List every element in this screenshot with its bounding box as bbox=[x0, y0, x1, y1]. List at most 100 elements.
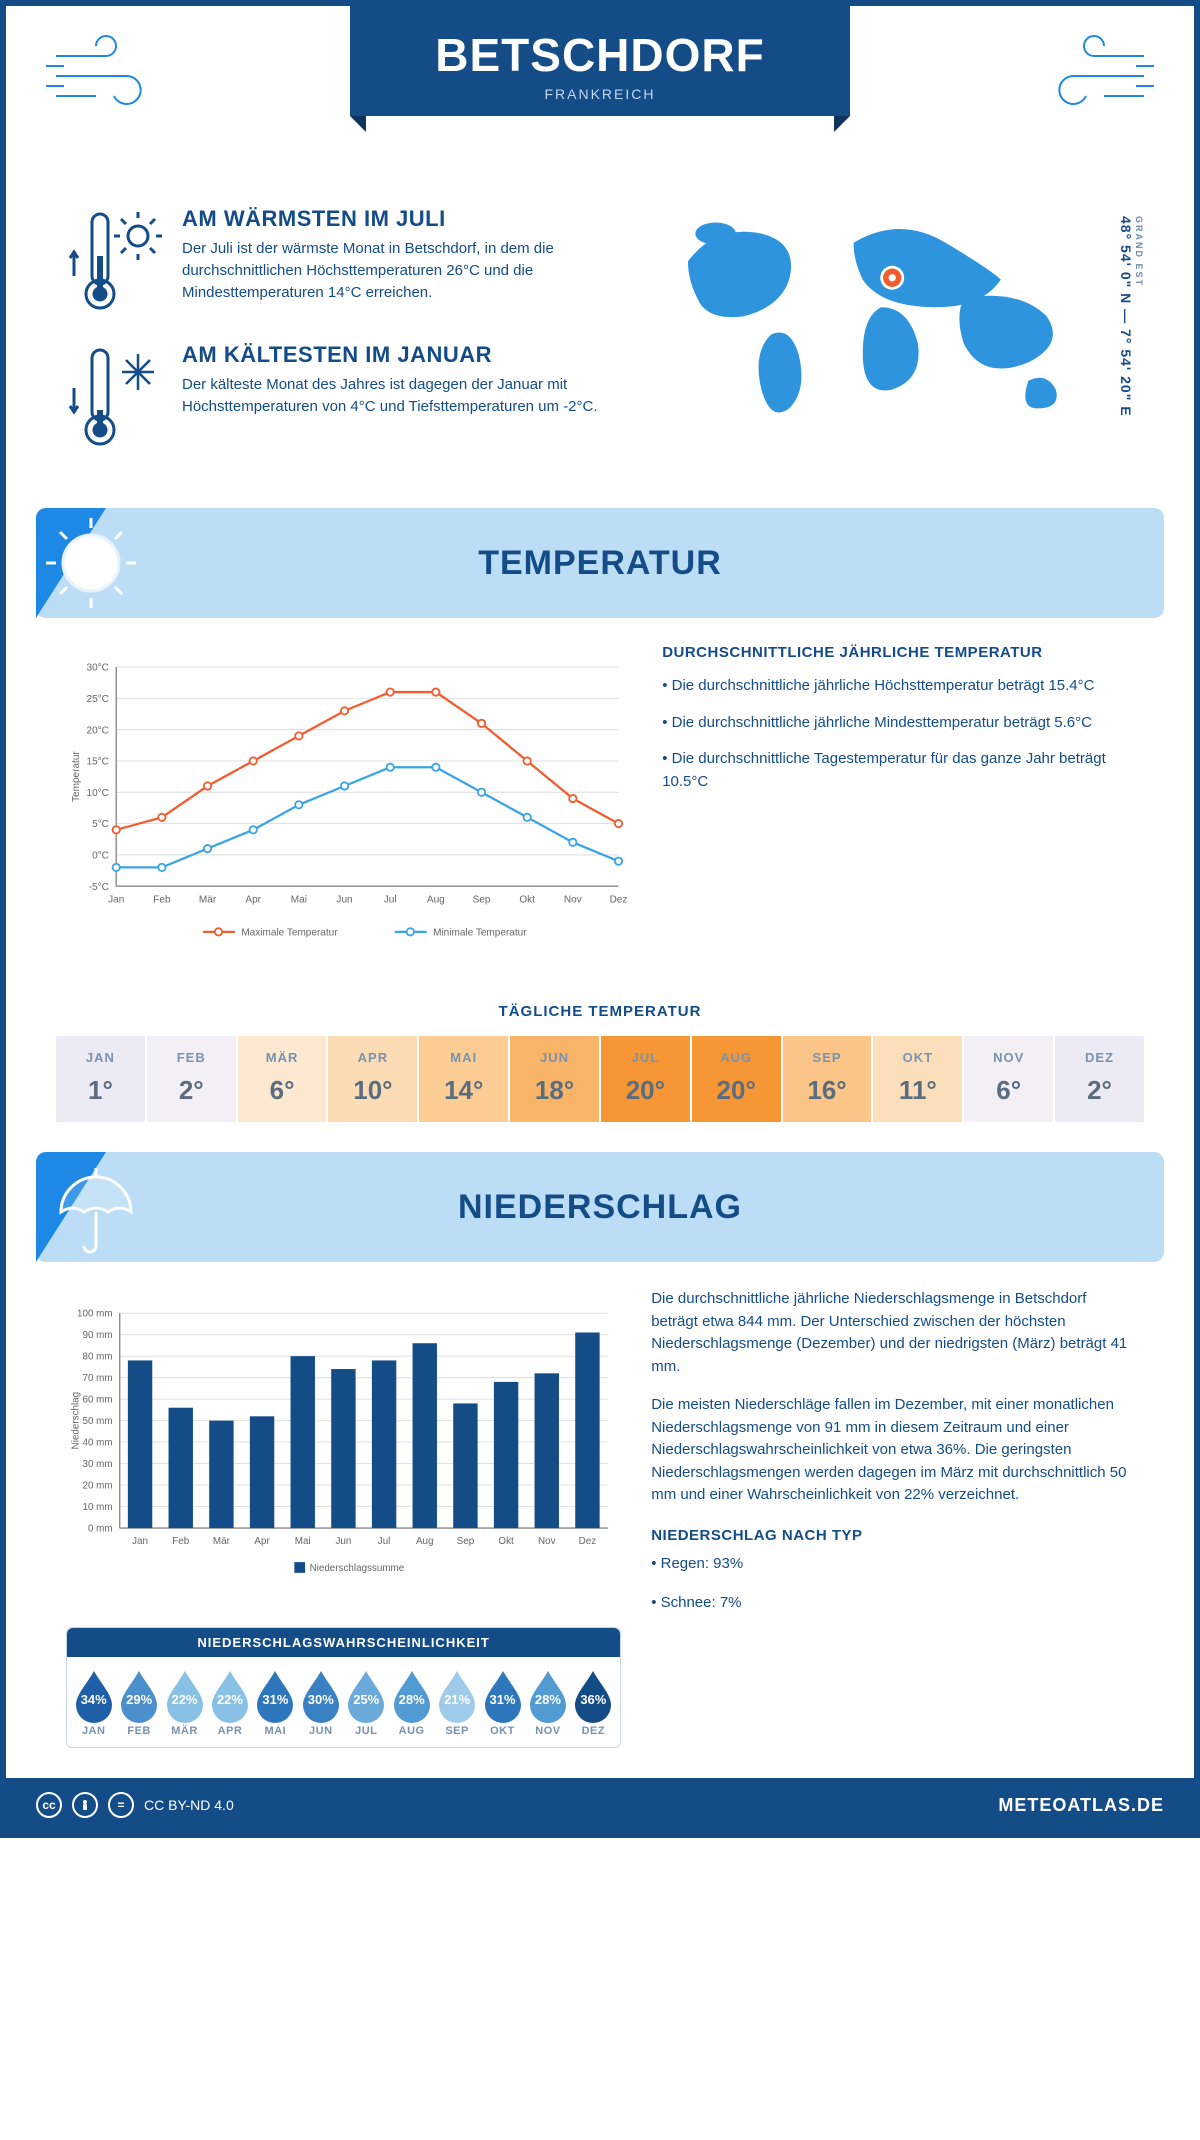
fact-warmest: AM WÄRMSTEN IM JULI Der Juli ist der wär… bbox=[66, 206, 598, 316]
svg-text:Jan: Jan bbox=[108, 895, 124, 906]
site-name: METEOATLAS.DE bbox=[998, 1795, 1164, 1816]
title-banner: BETSCHDORF FRANKREICH bbox=[350, 6, 850, 116]
daily-cell: APR10° bbox=[328, 1036, 419, 1122]
nd-icon: = bbox=[108, 1792, 134, 1818]
svg-text:Okt: Okt bbox=[519, 895, 535, 906]
svg-text:Feb: Feb bbox=[153, 895, 171, 906]
svg-text:30 mm: 30 mm bbox=[82, 1459, 112, 1470]
svg-text:0 mm: 0 mm bbox=[88, 1524, 113, 1535]
svg-text:Sep: Sep bbox=[473, 895, 491, 906]
by-icon bbox=[72, 1792, 98, 1818]
svg-text:Nov: Nov bbox=[564, 895, 582, 906]
svg-text:Jul: Jul bbox=[378, 1536, 391, 1547]
daily-cell: JAN1° bbox=[56, 1036, 147, 1122]
temperature-line-chart: -5°C0°C5°C10°C15°C20°C25°C30°CJanFebMärA… bbox=[66, 644, 632, 969]
daily-cell: OKT11° bbox=[873, 1036, 964, 1122]
wind-icon bbox=[46, 26, 176, 126]
temp-bullet-2: • Die durchschnittliche jährliche Mindes… bbox=[662, 712, 1134, 735]
svg-text:Jun: Jun bbox=[336, 895, 352, 906]
svg-text:Niederschlag: Niederschlag bbox=[71, 1392, 82, 1449]
license-block: cc = CC BY-ND 4.0 bbox=[36, 1792, 234, 1818]
probability-drop: 28% bbox=[390, 1667, 434, 1723]
svg-text:Okt: Okt bbox=[498, 1536, 514, 1547]
coords-value: 48° 54' 0" N — 7° 54' 20" E bbox=[1118, 216, 1134, 417]
svg-text:Dez: Dez bbox=[610, 895, 628, 906]
wind-icon bbox=[1024, 26, 1154, 126]
prob-month-label: MÄR bbox=[163, 1725, 207, 1737]
sun-icon bbox=[36, 508, 186, 618]
coordinates: GRAND EST 48° 54' 0" N — 7° 54' 20" E bbox=[1118, 216, 1144, 417]
svg-text:Mär: Mär bbox=[199, 895, 217, 906]
daily-cell: FEB2° bbox=[147, 1036, 238, 1122]
svg-text:Mai: Mai bbox=[291, 895, 307, 906]
daily-cell: SEP16° bbox=[783, 1036, 874, 1122]
intro-section: AM WÄRMSTEN IM JULI Der Juli ist der wär… bbox=[6, 186, 1194, 488]
svg-text:40 mm: 40 mm bbox=[82, 1438, 112, 1449]
fact-coldest: AM KÄLTESTEN IM JANUAR Der kälteste Mona… bbox=[66, 342, 598, 452]
country-subtitle: FRANKREICH bbox=[370, 86, 830, 102]
world-map-icon bbox=[628, 206, 1134, 436]
daily-cell: MAI14° bbox=[419, 1036, 510, 1122]
prob-month-label: OKT bbox=[481, 1725, 525, 1737]
prob-month-label: DEZ bbox=[571, 1725, 615, 1737]
thermometer-hot-icon bbox=[66, 206, 166, 316]
fact-warm-text: Der Juli ist der wärmste Monat in Betsch… bbox=[182, 238, 598, 303]
precip-body: 0 mm10 mm20 mm30 mm40 mm50 mm60 mm70 mm8… bbox=[6, 1288, 1194, 1758]
svg-text:30°C: 30°C bbox=[86, 663, 108, 674]
probability-drop: 25% bbox=[344, 1667, 388, 1723]
probability-drop: 28% bbox=[526, 1667, 570, 1723]
cc-icon: cc bbox=[36, 1792, 62, 1818]
precip-type-snow: • Schnee: 7% bbox=[651, 1592, 1134, 1615]
prob-month-label: FEB bbox=[117, 1725, 161, 1737]
header: BETSCHDORF FRANKREICH bbox=[6, 6, 1194, 186]
prob-month-label: APR bbox=[208, 1725, 252, 1737]
section-banner-temperature: TEMPERATUR bbox=[36, 508, 1164, 618]
daily-cell: JUN18° bbox=[510, 1036, 601, 1122]
svg-text:20°C: 20°C bbox=[86, 725, 108, 736]
probability-drop: 34% bbox=[72, 1667, 116, 1723]
svg-text:Jun: Jun bbox=[335, 1536, 351, 1547]
precip-text: Die durchschnittliche jährliche Niedersc… bbox=[651, 1288, 1134, 1748]
daily-cell: JUL20° bbox=[601, 1036, 692, 1122]
svg-text:Aug: Aug bbox=[416, 1536, 434, 1547]
daily-temp-title: TÄGLICHE TEMPERATUR bbox=[6, 1003, 1194, 1020]
temperature-body: -5°C0°C5°C10°C15°C20°C25°C30°CJanFebMärA… bbox=[6, 644, 1194, 969]
svg-text:Niederschlagssumme: Niederschlagssumme bbox=[310, 1563, 405, 1574]
svg-text:Apr: Apr bbox=[254, 1536, 270, 1547]
temperature-summary: DURCHSCHNITTLICHE JÄHRLICHE TEMPERATUR •… bbox=[662, 644, 1134, 969]
license-text: CC BY-ND 4.0 bbox=[144, 1797, 234, 1813]
probability-drop: 36% bbox=[571, 1667, 615, 1723]
precip-bar-chart: 0 mm10 mm20 mm30 mm40 mm50 mm60 mm70 mm8… bbox=[66, 1288, 621, 1598]
svg-text:50 mm: 50 mm bbox=[82, 1416, 112, 1427]
thermometer-cold-icon bbox=[66, 342, 166, 452]
prob-month-label: SEP bbox=[435, 1725, 479, 1737]
fact-cold-title: AM KÄLTESTEN IM JANUAR bbox=[182, 342, 598, 368]
daily-cell: NOV6° bbox=[964, 1036, 1055, 1122]
svg-text:Mai: Mai bbox=[295, 1536, 311, 1547]
precip-type-heading: NIEDERSCHLAG NACH TYP bbox=[651, 1525, 1134, 1548]
precip-type-rain: • Regen: 93% bbox=[651, 1553, 1134, 1576]
svg-text:Sep: Sep bbox=[457, 1536, 475, 1547]
svg-text:Temperatur: Temperatur bbox=[71, 751, 82, 802]
svg-text:Dez: Dez bbox=[579, 1536, 597, 1547]
temp-bullet-1: • Die durchschnittliche jährliche Höchst… bbox=[662, 675, 1134, 698]
temp-bullet-3: • Die durchschnittliche Tagestemperatur … bbox=[662, 748, 1134, 793]
svg-text:20 mm: 20 mm bbox=[82, 1481, 112, 1492]
precip-left-column: 0 mm10 mm20 mm30 mm40 mm50 mm60 mm70 mm8… bbox=[66, 1288, 621, 1748]
svg-text:90 mm: 90 mm bbox=[82, 1330, 112, 1341]
prob-month-label: JUN bbox=[299, 1725, 343, 1737]
svg-text:5°C: 5°C bbox=[92, 819, 109, 830]
svg-text:100 mm: 100 mm bbox=[77, 1309, 113, 1320]
prob-months-row: JANFEBMÄRAPRMAIJUNJULAUGSEPOKTNOVDEZ bbox=[67, 1723, 620, 1739]
svg-text:80 mm: 80 mm bbox=[82, 1352, 112, 1363]
prob-month-label: JUL bbox=[344, 1725, 388, 1737]
prob-month-label: AUG bbox=[390, 1725, 434, 1737]
svg-text:60 mm: 60 mm bbox=[82, 1395, 112, 1406]
svg-text:-5°C: -5°C bbox=[89, 882, 109, 893]
probability-drop: 21% bbox=[435, 1667, 479, 1723]
footer: cc = CC BY-ND 4.0 METEOATLAS.DE bbox=[6, 1778, 1194, 1832]
city-title: BETSCHDORF bbox=[370, 28, 830, 82]
svg-text:25°C: 25°C bbox=[86, 694, 108, 705]
probability-drop: 29% bbox=[117, 1667, 161, 1723]
svg-text:10°C: 10°C bbox=[86, 788, 108, 799]
